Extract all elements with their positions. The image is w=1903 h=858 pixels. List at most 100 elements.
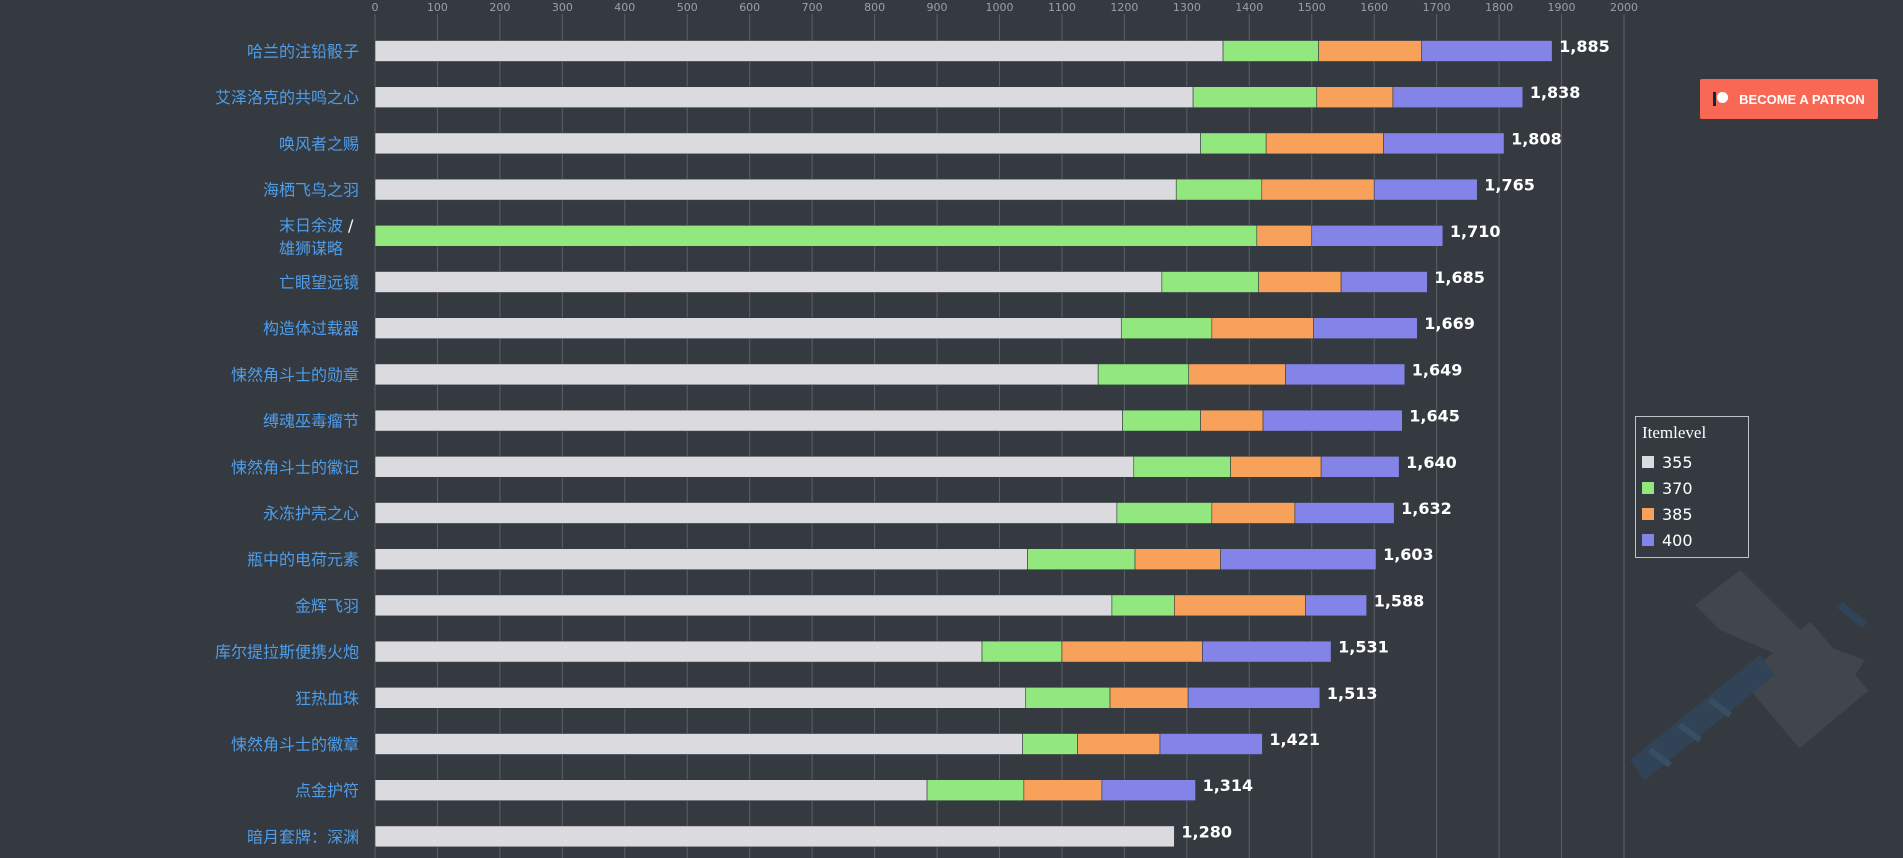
x-tick-label: 1600	[1360, 1, 1388, 14]
x-tick-label: 1500	[1298, 1, 1326, 14]
category-label[interactable]: 悚然角斗士的徽记	[231, 458, 359, 477]
x-tick-label: 400	[614, 1, 635, 14]
bar-segment-370	[1120, 317, 1213, 340]
bar-segment-370	[1200, 132, 1267, 155]
bar-total-label: 1,421	[1269, 730, 1320, 749]
legend-item-385[interactable]: 385	[1642, 501, 1742, 527]
category-label[interactable]: 暗月套牌：深渊	[247, 827, 359, 846]
x-tick-label: 1300	[1173, 1, 1201, 14]
bar-total-label: 1,588	[1374, 591, 1425, 610]
bar-segment-355	[374, 594, 1113, 617]
x-tick-label: 100	[427, 1, 448, 14]
x-tick-label: 300	[552, 1, 573, 14]
bar-segment-385	[1188, 363, 1286, 386]
bar-segment-385	[1174, 594, 1306, 617]
patron-button-label: BECOME A PATRON	[1739, 91, 1865, 107]
bar-segment-385	[1211, 317, 1314, 340]
bar-segment-400	[1373, 178, 1478, 201]
legend-item-400[interactable]: 400	[1642, 527, 1742, 553]
bar-segment-385	[1077, 733, 1161, 755]
bar-segment-385	[1256, 225, 1313, 247]
bar-segment-355	[374, 502, 1118, 524]
bar-segment-355	[374, 825, 1175, 848]
bar-segment-400	[1262, 409, 1403, 432]
bar-segment-400	[1311, 225, 1444, 247]
hammer-icon	[1630, 570, 1869, 780]
x-tick-label: 700	[802, 1, 823, 14]
category-label[interactable]: 瓶中的电荷元素	[247, 550, 359, 569]
category-label[interactable]: 缚魂巫毒瘤节	[263, 412, 359, 431]
category-label[interactable]: 雄狮谋略	[279, 239, 343, 258]
bar-segment-370	[1027, 548, 1136, 571]
category-label[interactable]: 悚然角斗士的徽章	[231, 735, 359, 754]
category-label[interactable]: 狂热血珠	[295, 689, 359, 708]
legend-label: 355	[1662, 452, 1693, 472]
x-tick-label: 800	[864, 1, 885, 14]
bar-segment-370	[1161, 271, 1259, 293]
bar-segment-370	[926, 779, 1025, 802]
x-tick-label: 500	[677, 1, 698, 14]
legend-label: 385	[1662, 504, 1693, 524]
bar-segment-370	[1111, 594, 1175, 617]
bar-segment-400	[1220, 548, 1377, 571]
legend-item-370[interactable]: 370	[1642, 475, 1742, 501]
bar-segment-355	[374, 733, 1023, 755]
bar-segment-355	[374, 317, 1122, 340]
bar-total-label: 1,640	[1406, 453, 1457, 472]
bar-segment-400	[1159, 733, 1263, 755]
bar-total-label: 1,280	[1181, 822, 1232, 841]
x-tick-label: 1900	[1548, 1, 1576, 14]
legend-label: 400	[1662, 530, 1693, 550]
bar-total-label: 1,531	[1338, 638, 1389, 657]
become-a-patron-button[interactable]: BECOME A PATRON	[1700, 79, 1878, 119]
bar-segment-385	[1109, 686, 1189, 709]
bar-total-label: 1,838	[1530, 83, 1581, 102]
bar-segment-400	[1101, 779, 1196, 802]
bar-segment-385	[1261, 178, 1375, 201]
bar-segment-370	[1022, 733, 1078, 755]
bar-segment-385	[1134, 548, 1221, 571]
bar-segment-400	[1202, 640, 1332, 663]
legend-swatch	[1642, 534, 1654, 546]
bar-segment-385	[1316, 86, 1394, 108]
bar-segment-370	[1122, 409, 1201, 432]
x-tick-label: 1400	[1235, 1, 1263, 14]
category-label[interactable]: 悚然角斗士的勋章	[231, 365, 359, 384]
bar-total-label: 1,649	[1412, 360, 1463, 379]
bar-total-label: 1,645	[1409, 407, 1460, 426]
bar-segment-370	[374, 225, 1258, 247]
category-label[interactable]: 哈兰的注铅骰子	[247, 42, 359, 61]
chart-legend: Itemlevel 355 370 385 400	[1635, 416, 1749, 558]
category-label[interactable]: 永冻护壳之心	[263, 504, 359, 523]
bar-segment-370	[1116, 502, 1213, 524]
bar-segment-355	[374, 640, 983, 663]
bar-segment-355	[374, 686, 1027, 709]
bar-segment-355	[374, 363, 1099, 386]
x-tick-label: 1700	[1423, 1, 1451, 14]
bar-segment-385	[1258, 271, 1342, 293]
legend-swatch	[1642, 482, 1654, 494]
category-label[interactable]: 亡眼望远镜	[279, 273, 359, 292]
x-tick-label: 0	[372, 1, 379, 14]
bar-segment-370	[1175, 178, 1263, 201]
legend-item-355[interactable]: 355	[1642, 449, 1742, 475]
bar-segment-385	[1230, 455, 1322, 478]
bar-total-label: 1,314	[1203, 776, 1254, 795]
bar-segment-355	[374, 779, 928, 802]
bar-segment-385	[1211, 502, 1296, 524]
category-label[interactable]: 库尔提拉斯便携火炮	[215, 643, 359, 662]
category-label[interactable]: 末日余波	[279, 216, 343, 235]
category-label[interactable]: 艾泽洛克的共鸣之心	[215, 88, 359, 107]
x-tick-label: 1100	[1048, 1, 1076, 14]
category-label[interactable]: 点金护符	[295, 781, 359, 800]
category-label[interactable]: 金辉飞羽	[295, 596, 359, 615]
bar-total-label: 1,513	[1327, 684, 1378, 703]
x-tick-label: 900	[927, 1, 948, 14]
bar-total-label: 1,765	[1484, 176, 1535, 195]
category-label[interactable]: 海栖飞鸟之羽	[263, 181, 359, 200]
bar-segment-355	[374, 409, 1123, 432]
bar-segment-400	[1340, 271, 1428, 293]
category-label[interactable]: 构造体过载器	[263, 319, 359, 338]
x-tick-label: 600	[739, 1, 760, 14]
category-label[interactable]: 唤风者之赐	[279, 134, 359, 153]
